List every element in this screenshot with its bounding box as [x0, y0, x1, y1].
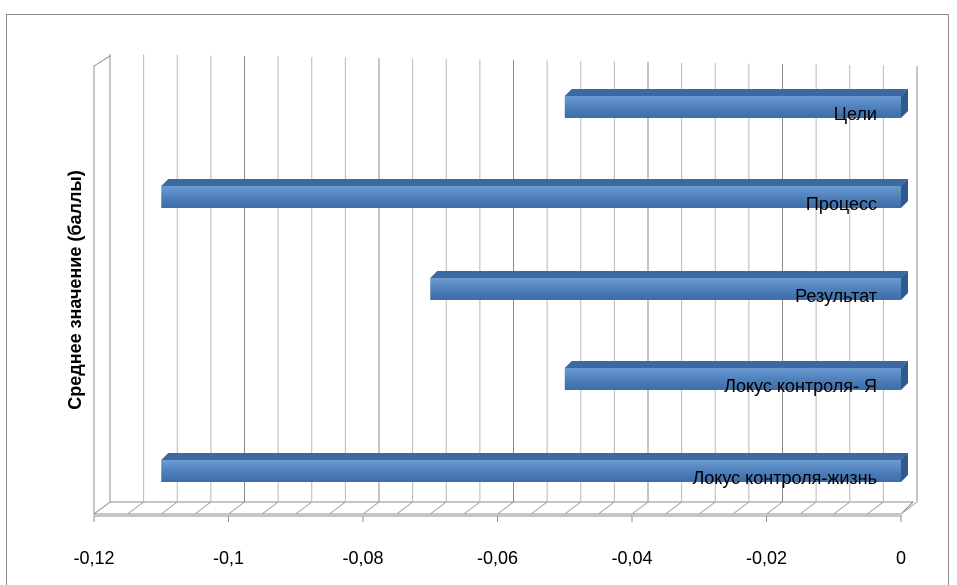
floor-gridline [665, 501, 682, 515]
floor-gridline [160, 501, 178, 515]
x-tick-label: -0,02 [746, 548, 787, 568]
floor-gridline [127, 501, 144, 515]
floor-gridline [900, 501, 918, 515]
x-tick-label: -0,08 [342, 548, 383, 568]
x-tick-label: -0,12 [73, 548, 114, 568]
floor-gridline [429, 501, 447, 515]
bar-category-label: Локус контроля- Я [724, 376, 877, 396]
bars [161, 89, 908, 482]
floor-gridline [698, 501, 716, 515]
floor-gridline [564, 501, 582, 515]
bar-category-label: Процесс [806, 194, 877, 214]
bar [161, 186, 901, 208]
floor-gridline [766, 501, 783, 515]
floor-gridline [799, 501, 817, 515]
floor-gridline [194, 501, 212, 515]
x-tick-label: -0,06 [477, 548, 518, 568]
floor-gridline [732, 501, 750, 515]
floor-gridline [396, 501, 413, 515]
bar [564, 368, 901, 390]
bar-end-face [901, 453, 908, 482]
bar-end-face [901, 179, 908, 208]
floor-gridline [362, 501, 380, 515]
bar-category-label: Результат [795, 286, 877, 306]
bar [161, 460, 901, 482]
floor [92, 501, 915, 515]
side-wall [93, 55, 111, 515]
floor-gridline [833, 501, 851, 515]
bar-end-face [901, 361, 908, 390]
floor-gridline [867, 501, 884, 515]
floor-gridline [463, 501, 481, 515]
bar-category-label: Локус контроля-жизнь [692, 468, 877, 488]
bar-end-face [901, 89, 908, 118]
floor-gridline [598, 501, 615, 515]
bar-top-face [161, 453, 908, 460]
y-axis-title: Среднее значение (баллы) [65, 170, 85, 409]
x-tick-labels: -0,12 -0,1 -0,08 -0,06 -0,04 -0,02 0 [73, 516, 906, 568]
bar-top-face [430, 271, 908, 278]
floor-gridline [530, 501, 548, 515]
floor-gridline [329, 501, 346, 515]
floor-gridline [295, 501, 313, 515]
floor-gridline [93, 501, 111, 515]
floor-gridline [228, 501, 245, 515]
floor-gridline [261, 501, 279, 515]
bar-end-face [901, 271, 908, 300]
bar [430, 278, 901, 300]
x-tick-label: 0 [896, 548, 906, 568]
bar-top-face [564, 89, 908, 96]
bar [564, 96, 901, 118]
x-tick-label: -0,04 [611, 548, 652, 568]
x-tick-label: -0,1 [213, 548, 244, 568]
bar-labels: Цели Процесс Результат Локус контроля- Я Лок… [692, 104, 877, 488]
bar-top-face [564, 361, 908, 368]
bar-category-label: Цели [834, 104, 877, 124]
bar-top-face [161, 179, 908, 186]
floor-gridline [497, 501, 514, 515]
floor-gridline [631, 501, 649, 515]
